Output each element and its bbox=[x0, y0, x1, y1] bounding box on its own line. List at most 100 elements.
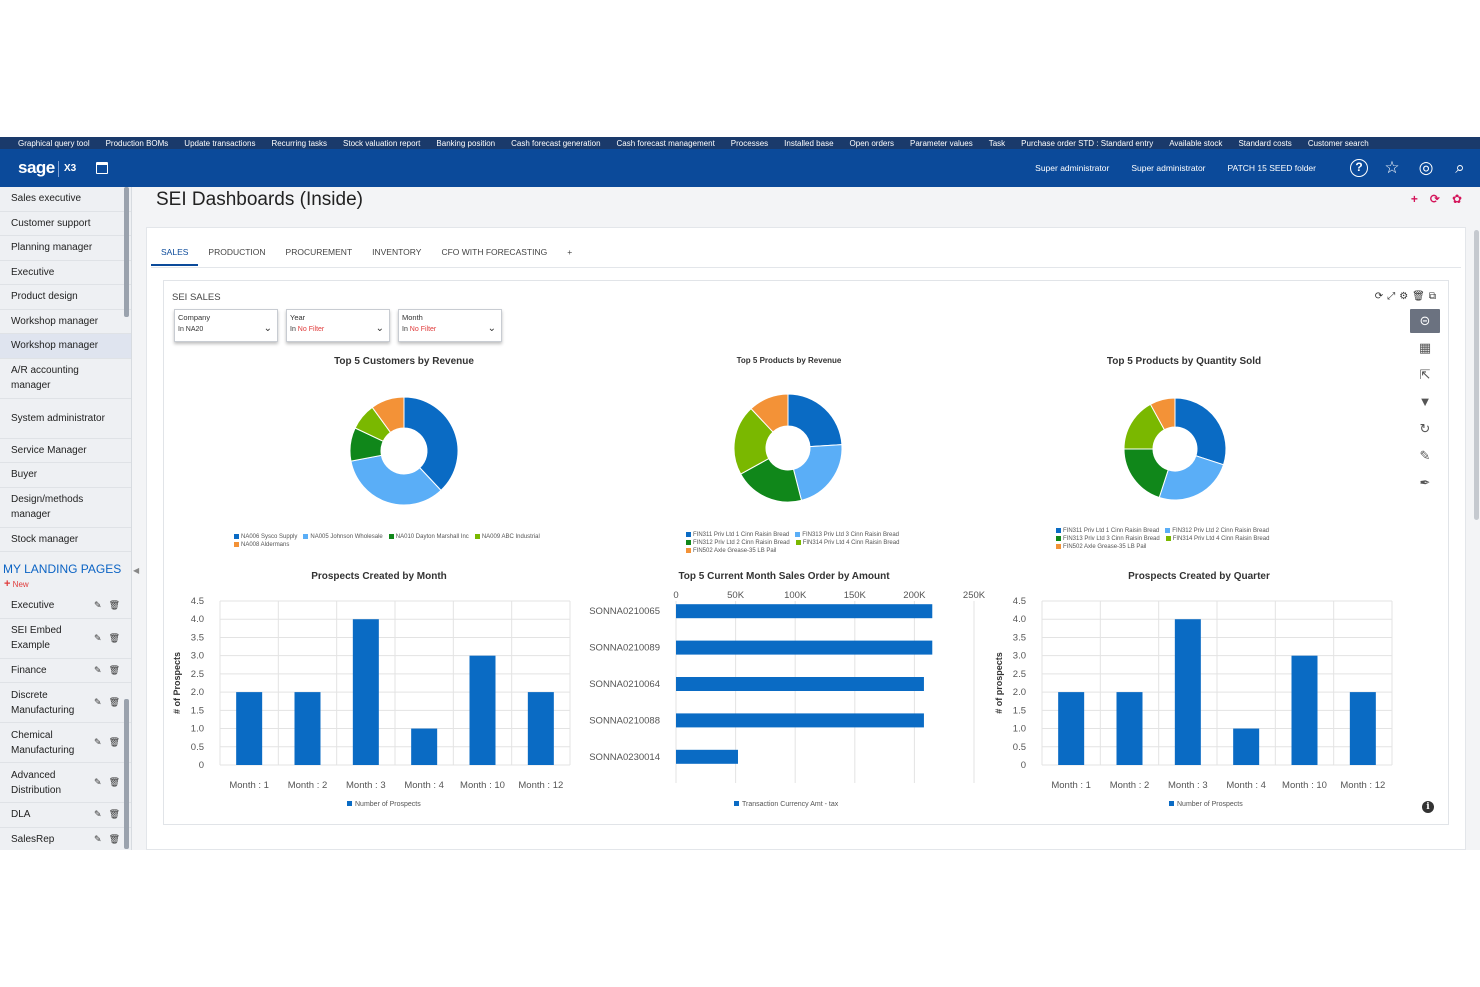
bar[interactable] bbox=[352, 619, 379, 765]
quick-link[interactable]: Cash forecast management bbox=[616, 138, 715, 148]
sidebar-role-item[interactable]: Executive bbox=[0, 260, 131, 285]
legend-item[interactable]: FIN502 Axle Grease-35 LB Pail bbox=[686, 547, 776, 555]
edit-icon[interactable]: ✎ bbox=[94, 697, 102, 707]
bar[interactable] bbox=[527, 692, 554, 765]
quick-link[interactable]: Parameter values bbox=[910, 138, 973, 148]
refresh-icon[interactable]: ⟳ bbox=[1429, 192, 1440, 206]
roles-scrollbar[interactable] bbox=[124, 187, 129, 317]
bar[interactable] bbox=[1291, 655, 1318, 765]
sidebar-role-item[interactable]: Service Manager bbox=[0, 438, 131, 463]
bar[interactable] bbox=[676, 713, 924, 728]
landing-page-item[interactable]: SalesRep ✎ 🗑 bbox=[0, 828, 131, 851]
grid-icon[interactable]: ▦ bbox=[1418, 340, 1432, 355]
quick-link[interactable]: Update transactions bbox=[184, 138, 256, 148]
trash-icon[interactable]: 🗑 bbox=[108, 737, 120, 747]
landing-page-item[interactable]: DLA ✎ 🗑 bbox=[0, 803, 131, 828]
bar[interactable] bbox=[236, 692, 263, 765]
bar[interactable] bbox=[676, 604, 933, 619]
bar[interactable] bbox=[1349, 692, 1376, 765]
bar[interactable] bbox=[1174, 619, 1201, 765]
pie-slice[interactable] bbox=[1123, 448, 1169, 499]
pie-slice[interactable] bbox=[787, 393, 843, 448]
sidebar-role-item[interactable]: Design/methods manager bbox=[0, 487, 131, 528]
sage-logo[interactable]: sage bbox=[18, 158, 55, 177]
pie-chart-customers[interactable] bbox=[344, 391, 464, 511]
favorites-star-icon[interactable]: ☆ bbox=[1384, 158, 1400, 177]
info-icon[interactable]: i bbox=[1422, 801, 1434, 813]
edit-icon[interactable]: ✎ bbox=[94, 600, 102, 611]
legend-item[interactable]: NA005 Johnson Wholesale bbox=[303, 533, 383, 541]
quick-link[interactable]: Open orders bbox=[849, 138, 894, 148]
quick-link[interactable]: Cash forecast generation bbox=[511, 138, 601, 148]
settings-icon[interactable]: ✿ bbox=[1451, 192, 1462, 206]
quick-link[interactable]: Standard costs bbox=[1238, 138, 1292, 148]
legend-item[interactable]: FIN311 Priv Ltd 1 Cinn Raisin Bread bbox=[686, 531, 789, 539]
legend-item[interactable]: NA010 Dayton Marshall Inc bbox=[388, 533, 469, 541]
sidebar-role-item[interactable]: Sales executive bbox=[0, 187, 131, 212]
bar[interactable] bbox=[676, 677, 924, 691]
calendar-icon[interactable] bbox=[96, 162, 108, 174]
sidebar-role-item[interactable]: System administrator bbox=[0, 398, 131, 439]
user-role-button[interactable]: Super administrator bbox=[1035, 163, 1110, 173]
folder-button[interactable]: PATCH 15 SEED folder bbox=[1227, 163, 1317, 173]
pie-slice[interactable] bbox=[1149, 397, 1176, 431]
expand-icon[interactable]: ⤢ bbox=[1387, 291, 1396, 302]
pie-slice[interactable] bbox=[403, 396, 459, 492]
gear-icon[interactable]: ⚙ bbox=[1399, 291, 1409, 302]
dashboard-tab[interactable]: PROCUREMENT bbox=[285, 247, 353, 257]
sidebar-role-item[interactable]: Buyer bbox=[0, 463, 131, 488]
add-icon[interactable]: + bbox=[1410, 192, 1418, 206]
sync-icon[interactable]: ↻ bbox=[1419, 421, 1431, 436]
sidebar-role-item[interactable]: Customer support bbox=[0, 211, 131, 236]
sidebar-role-item[interactable]: Stock manager bbox=[0, 527, 131, 552]
trash-icon[interactable]: 🗑 bbox=[108, 600, 120, 611]
sidebar-role-item[interactable]: Product design bbox=[0, 285, 131, 310]
landing-page-item[interactable]: Executive ✎ 🗑 bbox=[0, 594, 131, 619]
open-external-icon[interactable]: ⧉ bbox=[1428, 291, 1436, 302]
quick-link[interactable]: Installed base bbox=[784, 138, 834, 148]
compass-icon[interactable]: ◎ bbox=[1418, 158, 1434, 177]
back-icon[interactable]: ⊝ bbox=[1410, 309, 1440, 333]
trash-icon[interactable]: 🗑 bbox=[108, 777, 120, 787]
bar[interactable] bbox=[1116, 692, 1143, 765]
trash-icon[interactable]: 🗑 bbox=[108, 833, 120, 844]
landing-page-item[interactable]: Chemical Manufacturing ✎ 🗑 bbox=[0, 723, 131, 763]
quick-link[interactable]: Stock valuation report bbox=[343, 138, 421, 148]
legend-item[interactable]: NA006 Sysco Supply bbox=[234, 533, 297, 541]
dashboard-tab[interactable]: SALES bbox=[151, 238, 199, 266]
legend-item[interactable]: FIN312 Priv Ltd 2 Cinn Raisin Bread bbox=[686, 539, 790, 547]
quick-link[interactable]: Customer search bbox=[1307, 138, 1369, 148]
pie-slice[interactable] bbox=[1158, 455, 1225, 501]
new-landing-page-button[interactable]: + New bbox=[0, 578, 131, 594]
quick-link[interactable]: Recurring tasks bbox=[271, 138, 328, 148]
quick-link[interactable]: Graphical query tool bbox=[18, 138, 90, 148]
sidebar-role-item[interactable]: A/R accounting manager bbox=[0, 358, 131, 399]
dashboard-tab[interactable]: CFO WITH FORECASTING bbox=[441, 247, 548, 257]
edit-icon[interactable]: ✎ bbox=[94, 777, 102, 787]
quick-link[interactable]: Processes bbox=[730, 138, 769, 148]
quick-link[interactable]: Available stock bbox=[1169, 138, 1223, 148]
pages-scrollbar[interactable] bbox=[124, 699, 129, 849]
pie-slice[interactable] bbox=[350, 454, 442, 506]
edit-icon[interactable]: ✎ bbox=[94, 809, 102, 820]
legend-item[interactable]: FIN312 Priv Ltd 2 Cinn Raisin Bread bbox=[1165, 527, 1269, 535]
share-icon[interactable]: ⇱ bbox=[1419, 367, 1431, 382]
edit-icon[interactable]: ✎ bbox=[94, 737, 102, 747]
trash-icon[interactable]: 🗑 bbox=[108, 632, 120, 643]
bar[interactable] bbox=[1233, 728, 1260, 765]
dashboard-tab[interactable]: INVENTORY bbox=[372, 247, 422, 257]
quick-link[interactable]: Purchase order STD : Standard entry bbox=[1021, 138, 1154, 148]
dashboard-tab[interactable]: PRODUCTION bbox=[208, 247, 266, 257]
user-name-button[interactable]: Super administrator bbox=[1131, 163, 1206, 173]
collapse-sidebar-icon[interactable]: ◀ bbox=[133, 566, 140, 575]
sidebar-role-item[interactable]: Workshop manager bbox=[0, 334, 131, 359]
bar[interactable] bbox=[469, 655, 496, 765]
landing-page-item[interactable]: SEI Embed Example ✎ 🗑 bbox=[0, 619, 131, 659]
bar[interactable] bbox=[411, 728, 438, 765]
quick-link[interactable]: Task bbox=[988, 138, 1006, 148]
month-filter[interactable]: Month In No Filter ⌄ bbox=[398, 309, 502, 342]
color-picker-icon[interactable]: ✒ bbox=[1419, 475, 1431, 490]
company-filter[interactable]: Company In NA20 ⌄ bbox=[174, 309, 278, 342]
refresh-panel-icon[interactable]: ⟳ bbox=[1374, 291, 1384, 302]
legend-label[interactable]: Number of Prospects bbox=[1177, 801, 1243, 808]
